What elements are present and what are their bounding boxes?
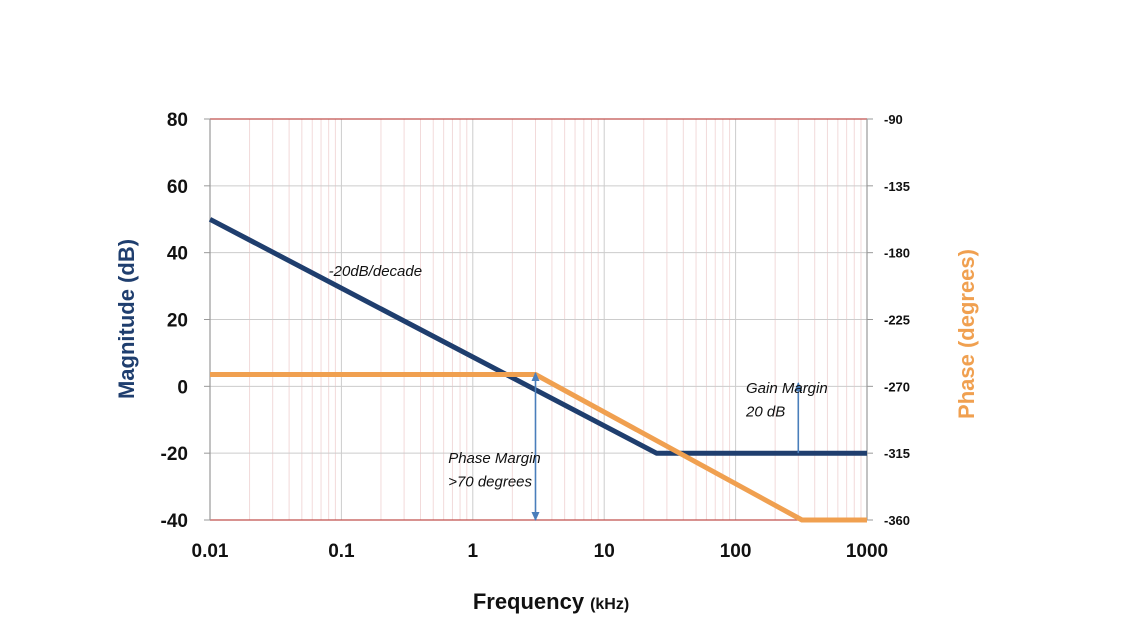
left-axis-title: Magnitude (dB)	[114, 239, 139, 399]
left-tick-label: 0	[177, 377, 188, 398]
annotation-text: -20dB/decade	[329, 263, 422, 280]
right-tick-label: -360	[884, 513, 910, 528]
magnitude-line	[208, 217, 867, 456]
annotation-text: Gain Margin	[746, 380, 828, 397]
annotation-text: 20 dB	[745, 403, 785, 420]
right-tick-label: -225	[884, 313, 910, 328]
phase-line	[210, 372, 867, 523]
right-tick-label: -270	[884, 379, 910, 394]
x-tick-label: 100	[720, 541, 752, 562]
left-tick-label: 20	[167, 311, 188, 332]
right-tick-label: -135	[884, 179, 910, 194]
left-tick-label: 80	[167, 110, 188, 131]
x-tick-label: 10	[594, 541, 615, 562]
x-tick-label: 0.01	[192, 541, 229, 562]
annotation-text: Phase Margin	[448, 450, 541, 467]
x-axis-title-main: Frequency	[473, 589, 585, 614]
x-tick-label: 0.1	[328, 541, 355, 562]
x-axis-title-unit: (kHz)	[590, 596, 629, 613]
x-tick-label: 1	[468, 541, 479, 562]
right-axis-title: Phase (degrees)	[954, 249, 979, 419]
right-tick-label: -315	[884, 446, 910, 461]
arrows	[531, 371, 803, 521]
left-tick-label: -20	[161, 444, 188, 465]
left-tick-label: 40	[167, 244, 188, 265]
left-tick-label: -40	[161, 511, 188, 532]
annotation-text: >70 degrees	[448, 474, 532, 491]
left-tick-label: 60	[167, 177, 188, 198]
right-tick-label: -90	[884, 112, 903, 127]
labels: 80 60 40 20 0 -20 -40 -90 -135 -180 -225 -270 -315 -3…	[114, 110, 979, 614]
right-tick-label: -180	[884, 246, 910, 261]
series	[208, 217, 867, 523]
x-tick-label: 1000	[846, 541, 888, 562]
x-axis-title: Frequency (kHz)	[473, 589, 629, 614]
